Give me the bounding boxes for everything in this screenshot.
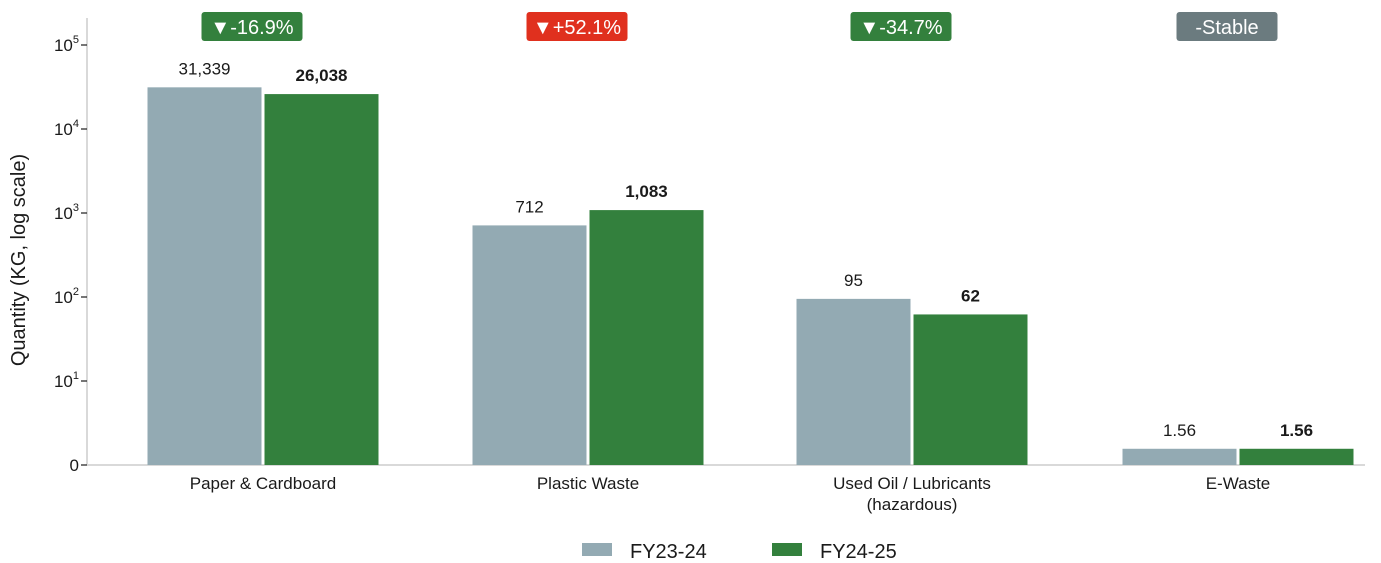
change-badge: -Stable — [1176, 12, 1278, 41]
change-badge-bg — [1176, 12, 1278, 41]
y-tick-label: 101 — [54, 370, 79, 391]
y-tick-label: 103 — [54, 202, 79, 223]
x-category-label: E-Waste — [1206, 474, 1271, 493]
bar-value-label: 1,083 — [625, 182, 668, 201]
bar-fy23-24 — [147, 87, 262, 465]
change-badge-bg — [850, 12, 952, 41]
bar-fy23-24 — [472, 225, 587, 465]
change-badge: ▼-16.9% — [201, 12, 303, 41]
bar-value-label: 1.56 — [1163, 421, 1196, 440]
bar-value-label: 95 — [844, 271, 863, 290]
bar-value-label: 712 — [515, 197, 543, 216]
x-category-label: Plastic Waste — [537, 474, 639, 493]
legend-swatch-fy23-24 — [582, 543, 612, 556]
chart-legend: FY23-24 FY24-25 — [582, 541, 897, 563]
bar-value-label: 62 — [961, 286, 980, 305]
y-tick-label: 0 — [70, 456, 79, 475]
bar-fy23-24 — [1122, 448, 1237, 465]
change-badge-bg — [526, 12, 628, 41]
change-badge-text: ▼-16.9% — [210, 17, 293, 39]
bar-fy24-25 — [264, 94, 379, 465]
chart-change-badges: ▼-16.9% ▼+52.1% ▼-34.7% -Stable — [201, 12, 1278, 41]
legend-label: FY23-24 — [630, 541, 707, 563]
x-category-label: Used Oil / Lubricants (hazardous) — [833, 474, 991, 514]
chart-value-labels: 31,339 712 95 1.56 26,038 1,083 62 1.56 — [179, 59, 1314, 439]
bar-fy24-25 — [589, 210, 704, 465]
change-badge: ▼+52.1% — [526, 12, 628, 41]
change-badge-text: -Stable — [1195, 17, 1258, 39]
y-tick-label: 104 — [54, 118, 79, 139]
change-badge-bg — [201, 12, 303, 41]
y-tick-label: 102 — [54, 286, 79, 307]
bar-value-label: 26,038 — [296, 66, 348, 85]
bar-value-label: 31,339 — [179, 59, 231, 78]
bar-fy24-25 — [1239, 448, 1354, 465]
legend-swatch-fy24-25 — [772, 543, 802, 556]
change-badge-text: ▼+52.1% — [533, 17, 621, 39]
bar-fy23-24 — [796, 298, 911, 465]
legend-label: FY24-25 — [820, 541, 897, 563]
bar-value-label: 1.56 — [1280, 421, 1313, 440]
chart-bars — [147, 87, 1354, 465]
change-badge-text: ▼-34.7% — [859, 17, 942, 39]
x-category-label: Paper & Cardboard — [190, 474, 336, 493]
change-badge: ▼-34.7% — [850, 12, 952, 41]
y-tick-label: 105 — [54, 34, 79, 55]
y-axis-label: Quantity (KG, log scale) — [8, 154, 30, 366]
bar-fy24-25 — [913, 314, 1028, 465]
